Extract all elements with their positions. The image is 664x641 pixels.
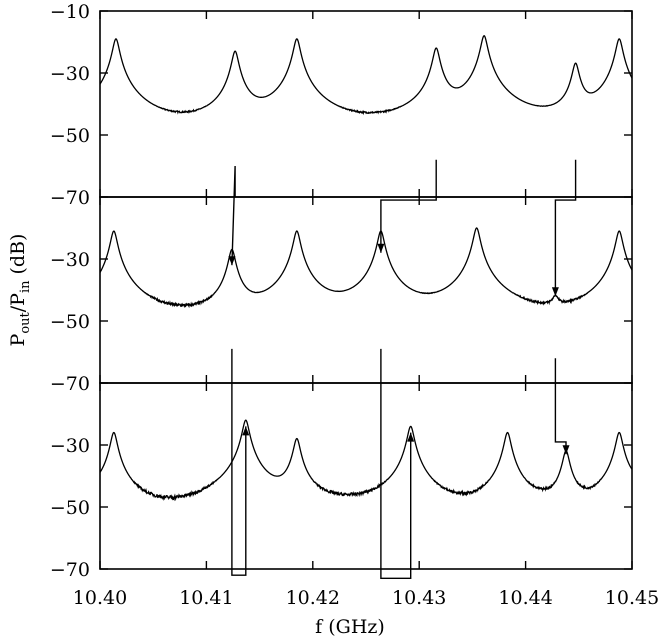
y-axis-label-sub-in: in xyxy=(18,280,33,293)
y-tick-label: −50 xyxy=(50,497,90,519)
panel-frame xyxy=(99,196,633,384)
x-tick-label: 10.42 xyxy=(286,587,340,609)
arrowhead xyxy=(551,287,559,297)
transition-arrow xyxy=(231,348,247,576)
panel-frame xyxy=(99,382,633,570)
y-tick-label: −70 xyxy=(50,373,90,395)
transition-arrows xyxy=(228,159,577,579)
panel-2: −30 −50 −70 xyxy=(50,196,633,395)
spectrum-trace xyxy=(100,35,632,116)
y-tick-label: −30 xyxy=(50,435,90,457)
y-axis-label: Pout/Pin (dB) xyxy=(7,234,33,347)
x-tick-label: 10.40 xyxy=(73,587,127,609)
transition-arrow xyxy=(554,358,567,455)
spectrum-trace xyxy=(100,419,632,502)
x-axis-label: f (GHz) xyxy=(315,616,385,638)
arrowhead xyxy=(562,445,570,455)
spectrum-trace xyxy=(100,227,632,309)
y-tick-label: −70 xyxy=(50,187,90,209)
panel-3: −30 −50 −70 xyxy=(50,382,633,581)
y-tick-label: −30 xyxy=(50,63,90,85)
transition-arrow xyxy=(554,159,577,297)
y-tick-label: −10 xyxy=(50,1,90,23)
transition-arrow xyxy=(380,348,412,579)
arrowhead xyxy=(242,426,250,436)
x-tick-label: 10.41 xyxy=(179,587,233,609)
x-tick-label: 10.45 xyxy=(605,587,659,609)
y-tick-label: −50 xyxy=(50,125,90,147)
arrowhead xyxy=(228,256,236,266)
y-tick-label: −30 xyxy=(50,249,90,271)
y-axis-label-p: P xyxy=(7,333,29,346)
y-tick-label: −70 xyxy=(50,559,90,581)
panel-1: −10 −30 −50 −70 xyxy=(50,1,633,209)
y-axis-label-sub-out: out xyxy=(18,311,33,333)
y-axis-label-slash: /P xyxy=(7,293,29,312)
x-tick-label: 10.43 xyxy=(392,587,446,609)
arrowhead xyxy=(377,243,385,253)
x-tick-label: 10.44 xyxy=(498,587,552,609)
y-tick-label: −50 xyxy=(50,311,90,333)
panels-group: −10 −30 −50 −70 −30 −50 −70 −30 −50 −70 xyxy=(50,1,633,581)
x-axis: 10.40 10.41 10.42 10.43 10.44 10.45 xyxy=(73,587,659,609)
y-axis-label-unit: (dB) xyxy=(7,234,29,281)
transition-arrow xyxy=(380,159,437,253)
transition-arrow xyxy=(231,165,236,266)
arrowhead xyxy=(407,432,415,442)
